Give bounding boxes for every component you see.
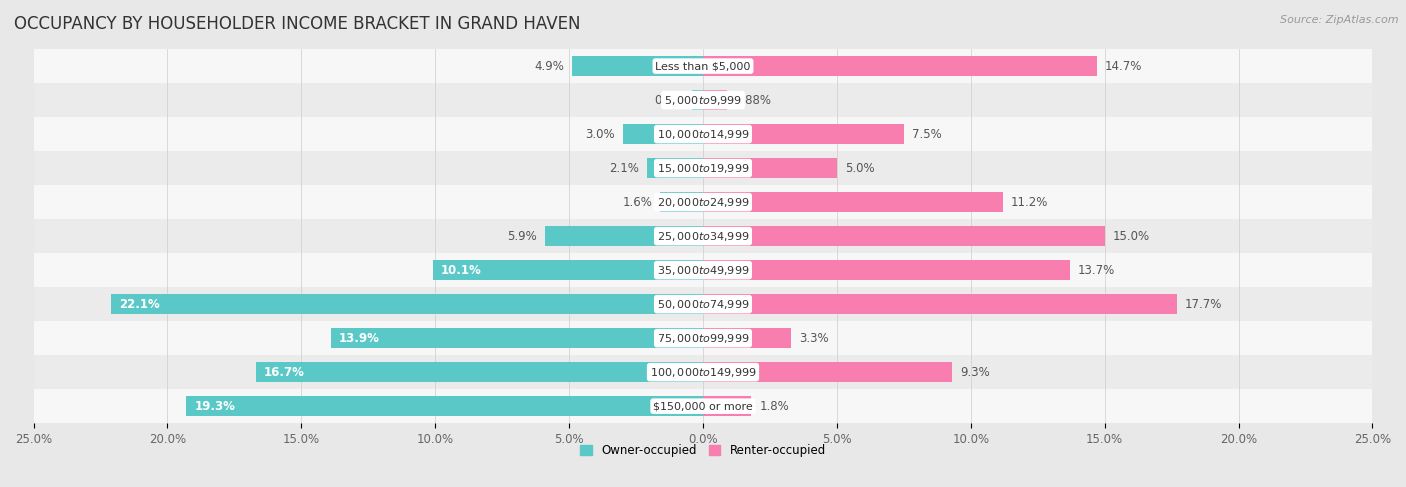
Text: $25,000 to $34,999: $25,000 to $34,999 bbox=[657, 230, 749, 243]
Text: $100,000 to $149,999: $100,000 to $149,999 bbox=[650, 366, 756, 379]
Text: $20,000 to $24,999: $20,000 to $24,999 bbox=[657, 196, 749, 208]
Bar bbox=[703, 362, 952, 382]
Text: 5.9%: 5.9% bbox=[508, 230, 537, 243]
Text: 15.0%: 15.0% bbox=[1112, 230, 1150, 243]
Bar bbox=[34, 151, 1372, 185]
Text: 2.1%: 2.1% bbox=[609, 162, 638, 175]
Text: Source: ZipAtlas.com: Source: ZipAtlas.com bbox=[1281, 15, 1399, 25]
Bar bbox=[34, 49, 1372, 83]
Text: 9.3%: 9.3% bbox=[960, 366, 990, 379]
Bar bbox=[34, 117, 1372, 151]
Bar bbox=[433, 260, 703, 281]
Text: 4.9%: 4.9% bbox=[534, 59, 564, 73]
Text: 1.6%: 1.6% bbox=[623, 196, 652, 208]
Bar bbox=[703, 124, 904, 144]
Bar bbox=[661, 192, 703, 212]
Legend: Owner-occupied, Renter-occupied: Owner-occupied, Renter-occupied bbox=[575, 440, 831, 462]
Bar bbox=[703, 294, 1177, 314]
Bar bbox=[572, 56, 703, 76]
Text: OCCUPANCY BY HOUSEHOLDER INCOME BRACKET IN GRAND HAVEN: OCCUPANCY BY HOUSEHOLDER INCOME BRACKET … bbox=[14, 15, 581, 33]
Text: 14.7%: 14.7% bbox=[1105, 59, 1142, 73]
Bar bbox=[34, 219, 1372, 253]
Text: 0.4%: 0.4% bbox=[655, 94, 685, 107]
Bar bbox=[34, 287, 1372, 321]
Text: $75,000 to $99,999: $75,000 to $99,999 bbox=[657, 332, 749, 345]
Bar bbox=[186, 396, 703, 416]
Bar bbox=[34, 253, 1372, 287]
Text: $5,000 to $9,999: $5,000 to $9,999 bbox=[664, 94, 742, 107]
Bar bbox=[703, 260, 1070, 281]
Text: 3.0%: 3.0% bbox=[585, 128, 614, 141]
Text: 16.7%: 16.7% bbox=[264, 366, 305, 379]
Text: 5.0%: 5.0% bbox=[845, 162, 875, 175]
Bar bbox=[703, 90, 727, 110]
Text: 1.8%: 1.8% bbox=[759, 400, 789, 412]
Bar bbox=[703, 226, 1105, 246]
Text: $50,000 to $74,999: $50,000 to $74,999 bbox=[657, 298, 749, 311]
Bar bbox=[546, 226, 703, 246]
Bar bbox=[34, 389, 1372, 423]
Bar bbox=[647, 158, 703, 178]
Bar bbox=[703, 396, 751, 416]
Text: 11.2%: 11.2% bbox=[1011, 196, 1049, 208]
Bar bbox=[256, 362, 703, 382]
Bar bbox=[703, 328, 792, 348]
Bar bbox=[34, 321, 1372, 355]
Bar bbox=[703, 56, 1097, 76]
Text: 17.7%: 17.7% bbox=[1185, 298, 1222, 311]
Text: $150,000 or more: $150,000 or more bbox=[654, 401, 752, 411]
Bar bbox=[330, 328, 703, 348]
Text: $10,000 to $14,999: $10,000 to $14,999 bbox=[657, 128, 749, 141]
Text: 7.5%: 7.5% bbox=[912, 128, 942, 141]
Text: 10.1%: 10.1% bbox=[440, 263, 481, 277]
Bar bbox=[34, 83, 1372, 117]
Bar bbox=[692, 90, 703, 110]
Text: 13.9%: 13.9% bbox=[339, 332, 380, 345]
Text: $35,000 to $49,999: $35,000 to $49,999 bbox=[657, 263, 749, 277]
Text: 19.3%: 19.3% bbox=[194, 400, 235, 412]
Bar bbox=[111, 294, 703, 314]
Text: 0.88%: 0.88% bbox=[734, 94, 772, 107]
Text: 13.7%: 13.7% bbox=[1078, 263, 1115, 277]
Bar bbox=[34, 185, 1372, 219]
Text: 3.3%: 3.3% bbox=[800, 332, 830, 345]
Text: $15,000 to $19,999: $15,000 to $19,999 bbox=[657, 162, 749, 175]
Text: Less than $5,000: Less than $5,000 bbox=[655, 61, 751, 71]
Bar bbox=[623, 124, 703, 144]
Bar bbox=[34, 355, 1372, 389]
Bar bbox=[703, 192, 1002, 212]
Text: 22.1%: 22.1% bbox=[120, 298, 160, 311]
Bar bbox=[703, 158, 837, 178]
